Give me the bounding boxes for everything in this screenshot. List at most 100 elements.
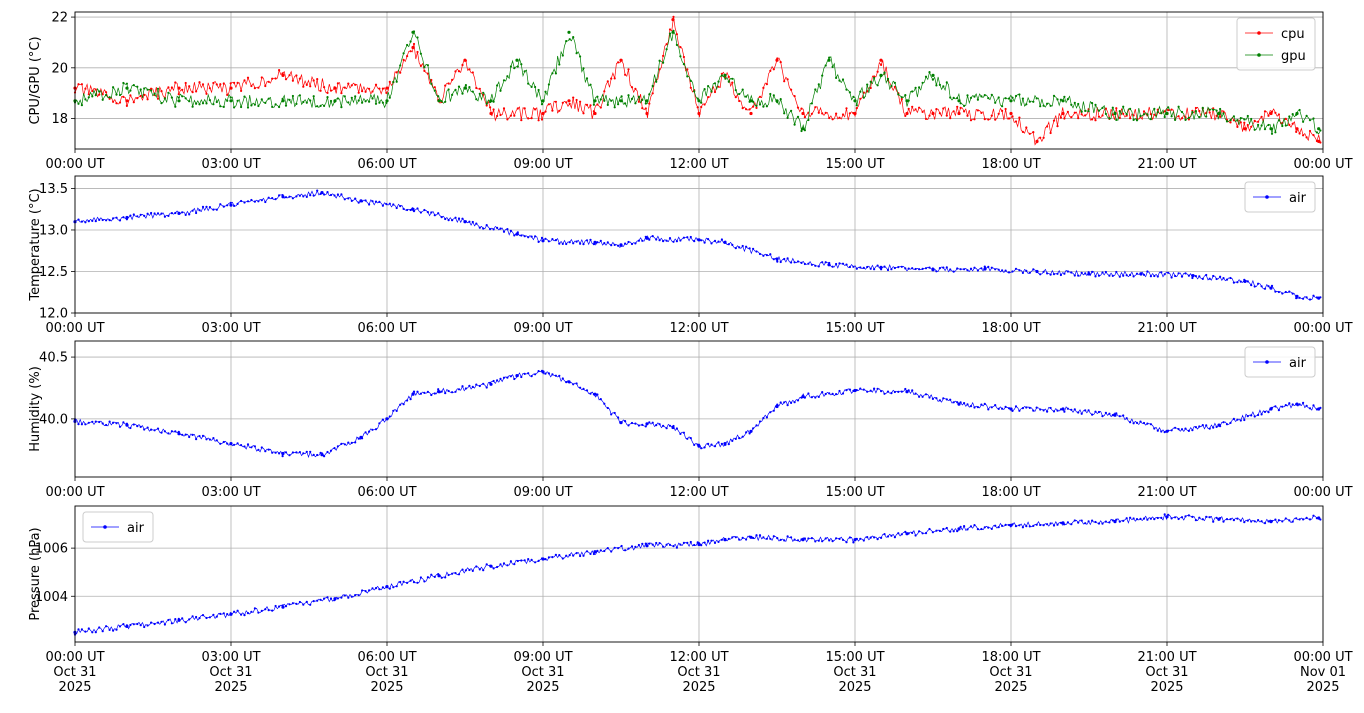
series-marker-cpu — [662, 54, 665, 58]
series-marker-air — [682, 431, 686, 434]
series-marker-gpu — [1104, 112, 1107, 115]
series-marker-air — [402, 207, 405, 210]
series-marker-air — [931, 267, 935, 270]
series-marker-gpu — [665, 48, 668, 51]
series-marker-air — [1094, 410, 1097, 413]
series-marker-air — [959, 268, 962, 271]
series-marker-cpu — [534, 108, 537, 111]
series-marker-cpu — [637, 100, 641, 103]
series-marker-air — [468, 384, 471, 387]
series-marker-air — [1180, 516, 1184, 519]
series-marker-gpu — [246, 106, 250, 109]
series-marker-air — [668, 543, 672, 547]
series-marker-gpu — [260, 98, 263, 101]
series-marker-air — [105, 219, 108, 222]
series-marker-air — [935, 270, 938, 273]
series-marker-air — [374, 587, 378, 590]
series-marker-cpu — [707, 96, 710, 99]
series-marker-air — [77, 423, 80, 426]
series-marker-air — [914, 392, 917, 395]
series-marker-air — [1319, 296, 1322, 299]
series-marker-air — [914, 534, 917, 537]
series-marker-cpu — [361, 90, 364, 93]
series-marker-gpu — [454, 88, 457, 91]
series-marker-air — [201, 614, 205, 617]
series-marker-air — [1308, 298, 1312, 301]
series-marker-cpu — [672, 15, 675, 18]
series-marker-gpu — [1042, 104, 1045, 107]
series-marker-gpu — [1232, 115, 1235, 118]
series-marker-air — [77, 628, 80, 631]
series-marker-cpu — [94, 88, 97, 91]
series-marker-air — [824, 261, 827, 264]
series-marker-air — [478, 384, 481, 388]
x-tick-label: 03:00 UT Oct 31 2025 — [201, 650, 260, 695]
series-marker-cpu — [319, 89, 322, 92]
series-marker-gpu — [1191, 111, 1194, 114]
series-marker-gpu — [942, 85, 945, 88]
series-marker-air — [1250, 520, 1253, 523]
series-marker-air — [1208, 277, 1211, 280]
series-marker-air — [561, 242, 564, 245]
series-marker-air — [316, 453, 319, 457]
data-point-air — [1009, 407, 1013, 411]
series-marker-air — [1018, 269, 1021, 272]
series-marker-gpu — [132, 84, 135, 87]
series-marker-air — [693, 240, 696, 243]
series-marker-air — [617, 416, 620, 419]
series-marker-air — [1039, 408, 1042, 411]
series-marker-cpu — [565, 101, 568, 104]
series-marker-air — [883, 265, 886, 268]
series-marker-gpu — [1004, 97, 1007, 100]
x-tick-label: 09:00 UT Oct 31 2025 — [513, 650, 572, 695]
series-marker-air — [201, 205, 205, 208]
data-point-air — [957, 527, 961, 531]
series-marker-gpu — [101, 98, 104, 101]
series-marker-air — [94, 420, 97, 423]
series-marker-air — [274, 604, 277, 608]
series-marker-air — [87, 421, 90, 424]
series-marker-air — [412, 210, 416, 213]
series-marker-air — [506, 564, 509, 567]
series-marker-air — [378, 422, 381, 425]
series-marker-gpu — [845, 88, 848, 91]
series-marker-air — [752, 247, 755, 250]
series-marker-air — [821, 391, 824, 394]
series-marker-air — [976, 528, 980, 531]
series-marker-gpu — [603, 99, 606, 102]
series-marker-air — [1129, 516, 1132, 519]
series-marker-air — [1239, 419, 1242, 422]
series-marker-air — [831, 265, 834, 268]
series-marker-cpu — [679, 46, 682, 49]
series-marker-air — [91, 219, 94, 222]
series-marker-cpu — [779, 61, 782, 64]
series-marker-air — [392, 409, 395, 412]
series-marker-gpu — [700, 101, 703, 104]
series-marker-air — [841, 538, 845, 542]
series-marker-cpu — [523, 107, 526, 110]
series-marker-air — [582, 387, 585, 390]
series-marker-air — [1007, 407, 1011, 410]
series-marker-air — [990, 527, 993, 531]
series-marker-gpu — [347, 101, 350, 104]
series-marker-cpu — [115, 102, 118, 105]
series-marker-air — [1104, 411, 1107, 414]
series-marker-air — [1146, 422, 1149, 425]
series-marker-air — [323, 455, 326, 458]
series-marker-gpu — [579, 55, 582, 58]
series-marker-gpu — [644, 102, 647, 105]
x-tick-label: 03:00 UT — [201, 485, 260, 500]
series-marker-air — [1018, 409, 1021, 412]
series-marker-air — [741, 435, 744, 438]
series-marker-air — [250, 198, 253, 202]
series-marker-air — [1170, 517, 1173, 520]
series-marker-air — [1229, 518, 1232, 521]
series-marker-air — [125, 422, 128, 425]
series-marker-gpu — [769, 92, 772, 96]
series-marker-air — [641, 239, 644, 242]
series-marker-air — [1135, 518, 1139, 521]
series-marker-air — [492, 379, 495, 383]
series-marker-gpu — [540, 103, 544, 106]
series-marker-air — [544, 237, 547, 240]
series-marker-air — [758, 252, 762, 256]
